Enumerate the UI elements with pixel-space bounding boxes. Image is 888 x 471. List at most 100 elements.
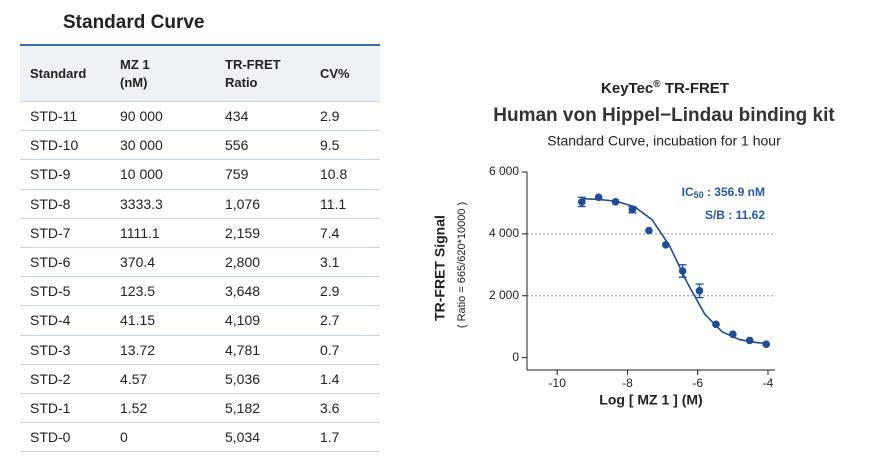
- table-cell: 4.57: [110, 364, 215, 394]
- brand-mark: ®: [653, 79, 661, 90]
- table-cell: 1.4: [310, 364, 380, 394]
- table-cell: STD-11: [20, 101, 110, 132]
- table-cell: STD-2: [20, 364, 110, 394]
- table-row: STD-4 41.15 4,109 2.7: [20, 305, 380, 336]
- y-tick-label: 2 000: [489, 288, 519, 302]
- table-row: STD-2 4.57 5,036 1.4: [20, 364, 380, 394]
- table-row: STD-1 1.52 5,182 3.6: [20, 393, 380, 424]
- table-cell: 10.8: [310, 159, 380, 190]
- x-tick-label: -4: [763, 376, 774, 390]
- standard-table: Standard MZ 1 (nM) TR-FRET Ratio CV% STD-11 90 …: [20, 44, 380, 453]
- table-row: STD-0 0 5,034 1.7: [20, 422, 380, 453]
- y-axis-sublabel: ( Ratio = 665/620*10000 ): [456, 202, 468, 328]
- table-cell: 1111.1: [110, 218, 215, 248]
- table-cell: 0.7: [310, 335, 380, 365]
- table-cell: STD-7: [20, 218, 110, 248]
- header-cell: TR-FRET Ratio: [215, 44, 310, 102]
- fit-curve: [581, 197, 769, 345]
- table-cell: 1.52: [110, 393, 215, 424]
- table-row: STD-8 3333.3 1,076 11.1: [20, 189, 380, 219]
- table-cell: STD-5: [20, 276, 110, 307]
- chart-subtitle: Standard Curve, incubation for 1 hour: [547, 133, 781, 149]
- x-tick-label: -10: [549, 376, 567, 390]
- data-point: [645, 226, 653, 235]
- annotation-sub: 50: [694, 190, 704, 200]
- table-cell: 556: [215, 130, 310, 161]
- table-cell: 2.7: [310, 305, 380, 336]
- table-row: STD-11 90 000 434 2.9: [20, 101, 380, 132]
- data-point: [712, 320, 720, 329]
- table-cell: 41.15: [110, 305, 215, 336]
- table-row: STD-7 1111.1 2,159 7.4: [20, 218, 380, 248]
- table-cell: 30 000: [110, 130, 215, 161]
- table-cell: 370.4: [110, 247, 215, 278]
- table-cell: 13.72: [110, 335, 215, 365]
- header-text: MZ 1: [120, 56, 150, 72]
- annotation-text: IC: [682, 185, 694, 199]
- x-axis-label: Log [ MZ 1 ] (M): [599, 392, 702, 408]
- table-cell: 2,800: [215, 247, 310, 278]
- table-cell: STD-1: [20, 393, 110, 424]
- header-text: TR-FRET: [225, 56, 281, 72]
- chart-title: Human von Hippel−Lindau binding kit: [493, 105, 835, 126]
- table-row: STD-9 10 000 759 10.8: [20, 159, 380, 190]
- table-cell: 1.7: [310, 422, 380, 453]
- table-cell: 759: [215, 159, 310, 190]
- table-cell: STD-0: [20, 422, 110, 453]
- table-cell: 5,182: [215, 393, 310, 424]
- y-axis-label: TR-FRET Signal: [432, 215, 448, 321]
- table-cell: 5,034: [215, 422, 310, 453]
- table-title: Standard Curve: [63, 12, 205, 33]
- header-text: CV%: [320, 65, 350, 81]
- table-row: STD-10 30 000 556 9.5: [20, 130, 380, 161]
- header-cell: MZ 1 (nM): [110, 44, 215, 102]
- header-cell: Standard: [20, 44, 110, 102]
- table-cell: 11.1: [310, 189, 380, 219]
- table-cell: STD-3: [20, 335, 110, 365]
- y-tick-label: 0: [512, 350, 519, 364]
- header-text: Ratio: [225, 74, 258, 90]
- table-cell: 90 000: [110, 101, 215, 132]
- data-point: [577, 198, 586, 206]
- table-row: STD-5 123.5 3,648 2.9: [20, 276, 380, 307]
- table-cell: 3333.3: [110, 189, 215, 219]
- y-tick-label: 6 000: [489, 164, 519, 178]
- table-cell: 9.5: [310, 130, 380, 161]
- header-row: Standard MZ 1 (nM) TR-FRET Ratio CV%: [20, 44, 380, 102]
- header-text: Standard: [30, 65, 87, 81]
- table-cell: 3,648: [215, 276, 310, 307]
- chart-brand: KeyTec® TR-FRET: [601, 79, 729, 97]
- data-point: [762, 340, 771, 348]
- table-cell: 7.4: [310, 218, 380, 248]
- data-point: [695, 287, 704, 295]
- brand-text: TR-FRET: [661, 80, 729, 97]
- table-cell: 10 000: [110, 159, 215, 190]
- x-tick-label: -8: [622, 376, 633, 390]
- table-cell: 2.9: [310, 101, 380, 132]
- table-cell: 434: [215, 101, 310, 132]
- sb-annotation: S/B : 11.62: [705, 208, 765, 222]
- table-cell: STD-6: [20, 247, 110, 278]
- table-cell: STD-9: [20, 159, 110, 190]
- y-tick-label: 4 000: [489, 226, 519, 240]
- table-cell: 1,076: [215, 189, 310, 219]
- table-cell: 3.1: [310, 247, 380, 278]
- table-row: STD-3 13.72 4,781 0.7: [20, 335, 380, 365]
- table-cell: 4,109: [215, 305, 310, 336]
- table-row: STD-6 370.4 2,800 3.1: [20, 247, 380, 278]
- table-cell: STD-4: [20, 305, 110, 336]
- table-cell: STD-8: [20, 189, 110, 219]
- table-cell: 0: [110, 422, 215, 453]
- table-cell: 2.9: [310, 276, 380, 307]
- table-cell: 4,781: [215, 335, 310, 365]
- header-text: (nM): [120, 74, 148, 90]
- table-cell: 3.6: [310, 393, 380, 424]
- data-point: [628, 205, 637, 214]
- table-cell: 2,159: [215, 218, 310, 248]
- table-cell: 123.5: [110, 276, 215, 307]
- annotation-text: : 356.9 nM: [704, 185, 765, 199]
- header-cell: CV%: [310, 44, 380, 102]
- table-cell: STD-10: [20, 130, 110, 161]
- x-tick-label: -6: [692, 376, 703, 390]
